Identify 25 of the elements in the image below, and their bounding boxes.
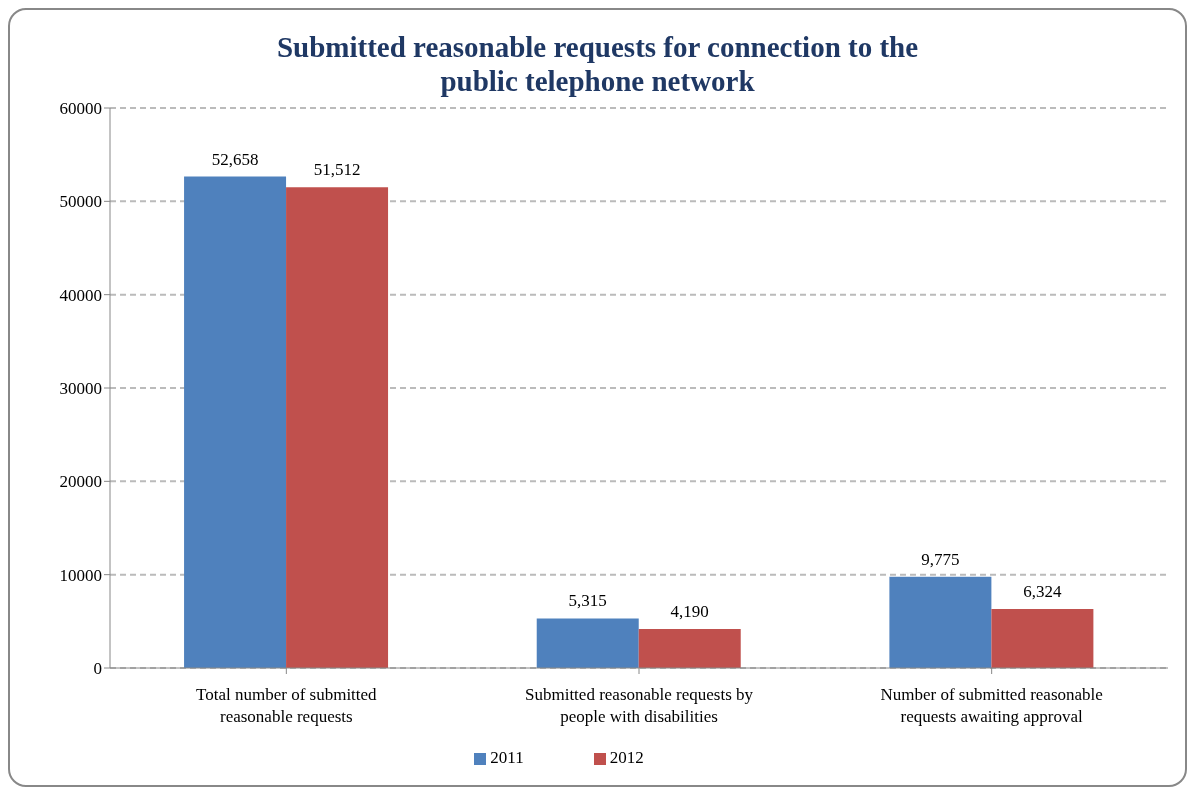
data-label: 4,190 xyxy=(670,601,709,621)
data-label: 9,775 xyxy=(921,549,960,569)
y-tick-label: 0 xyxy=(93,659,102,679)
data-label: 5,315 xyxy=(568,591,607,611)
y-tick-label: 60000 xyxy=(59,99,102,119)
x-tick-label: Number of submitted reasonable requests awaiting approval xyxy=(880,685,1103,726)
data-label: 51,512 xyxy=(313,160,361,180)
bar xyxy=(184,176,287,668)
bar xyxy=(286,187,389,668)
chart-title: Submitted reasonable requests for connection to the public telephone network xyxy=(275,30,920,98)
bar xyxy=(536,618,639,668)
y-tick-label: 20000 xyxy=(59,472,102,492)
bar xyxy=(638,628,741,668)
y-tick-label: 10000 xyxy=(59,565,102,585)
bar xyxy=(991,608,1094,668)
legend-label: 2011 xyxy=(490,748,524,767)
y-tick-label: 30000 xyxy=(59,379,102,399)
legend-label: 2012 xyxy=(609,748,644,767)
y-tick-label: 50000 xyxy=(59,192,102,212)
y-tick-label: 40000 xyxy=(59,285,102,305)
x-tick-label: Submitted reasonable requests by people with disabilities xyxy=(524,685,754,726)
bar xyxy=(889,576,992,668)
data-label: 52,658 xyxy=(211,149,259,169)
x-tick-label: Total number of submitted reasonable requests xyxy=(196,685,378,726)
data-label: 6,324 xyxy=(1023,581,1063,601)
